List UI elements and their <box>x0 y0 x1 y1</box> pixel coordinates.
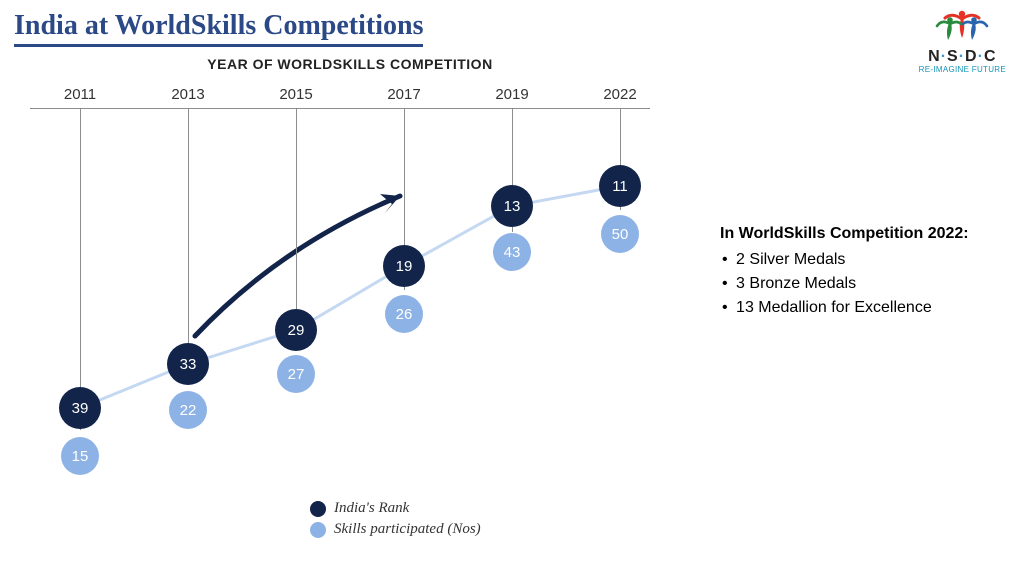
rank-bubble: 33 <box>167 343 209 385</box>
year-label: 2022 <box>603 86 636 103</box>
axis-line <box>30 108 650 109</box>
results-bullet: 2 Silver Medals <box>720 248 1010 272</box>
chart-legend: India's Rank Skills participated (Nos) <box>310 500 481 542</box>
legend-label-skills: Skills participated (Nos) <box>334 521 481 538</box>
year-label: 2015 <box>279 86 312 103</box>
skills-bubble: 50 <box>601 215 639 253</box>
page-title: India at WorldSkills Competitions <box>14 10 423 47</box>
year-label: 2017 <box>387 86 420 103</box>
logo-text: N·S·D·C <box>919 48 1006 66</box>
year-label: 2019 <box>495 86 528 103</box>
nsdc-logo: N·S·D·C RE-IMAGINE FUTURE <box>919 8 1006 74</box>
chart-title: YEAR OF WORLDSKILLS COMPETITION <box>30 56 670 72</box>
rank-bubble: 39 <box>59 387 101 429</box>
skills-bubble: 15 <box>61 437 99 475</box>
results-bullet: 13 Medallion for Excellence <box>720 296 1010 320</box>
results-heading: In WorldSkills Competition 2022: <box>720 222 1010 246</box>
results-summary: In WorldSkills Competition 2022: 2 Silve… <box>720 222 1010 320</box>
gridline <box>80 108 81 430</box>
rank-bubble: 29 <box>275 309 317 351</box>
year-label: 2013 <box>171 86 204 103</box>
legend-label-rank: India's Rank <box>334 500 409 517</box>
year-label: 2011 <box>64 86 96 103</box>
skills-bubble: 27 <box>277 355 315 393</box>
rank-bubble: 13 <box>491 185 533 227</box>
legend-dot-skills <box>310 522 326 538</box>
legend-item-rank: India's Rank <box>310 500 481 517</box>
chart-plot-area: 2011 2013 2015 2017 2019 2022 15 22 27 26 43 50 39 33… <box>30 86 650 486</box>
gridline <box>188 108 189 381</box>
trend-line <box>30 86 650 486</box>
logo-tagline: RE-IMAGINE FUTURE <box>919 65 1006 74</box>
worldskills-chart: YEAR OF WORLDSKILLS COMPETITION 2011 2013… <box>30 56 670 536</box>
logo-people-icon <box>919 8 1006 46</box>
legend-dot-rank <box>310 501 326 517</box>
rank-bubble: 19 <box>383 245 425 287</box>
skills-bubble: 43 <box>493 233 531 271</box>
rank-bubble: 11 <box>599 165 641 207</box>
legend-item-skills: Skills participated (Nos) <box>310 521 481 538</box>
skills-bubble: 22 <box>169 391 207 429</box>
results-bullet: 3 Bronze Medals <box>720 272 1010 296</box>
results-list: 2 Silver Medals3 Bronze Medals13 Medalli… <box>720 248 1010 320</box>
skills-bubble: 26 <box>385 295 423 333</box>
